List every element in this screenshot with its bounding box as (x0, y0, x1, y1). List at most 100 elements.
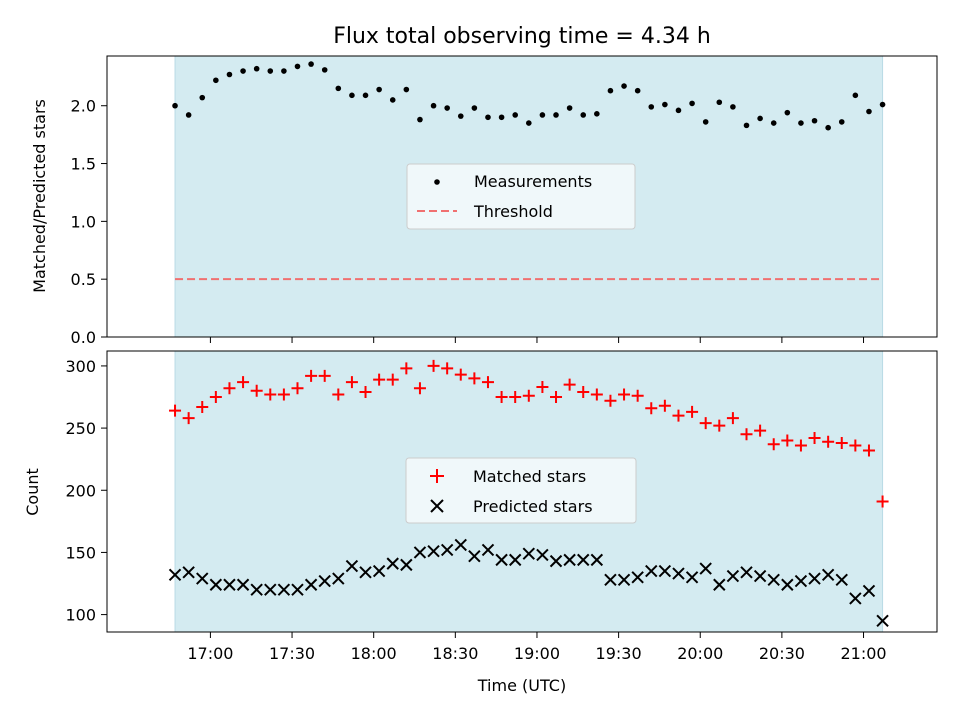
x-tick-label: 17:00 (187, 644, 233, 663)
matched-point (441, 362, 454, 375)
legend-label-measurements: Measurements (474, 172, 592, 191)
x-tick-label: 18:30 (432, 644, 478, 663)
matched-point (550, 391, 563, 404)
predicted-point (250, 583, 263, 596)
predicted-point (726, 569, 740, 583)
plot-frame-ratio (106, 55, 938, 338)
matched-point (182, 412, 195, 425)
measurement-point (580, 112, 587, 118)
measurement-point (566, 105, 573, 111)
predicted-point (699, 562, 712, 575)
predicted-point (876, 614, 889, 628)
measurement-point (798, 120, 804, 126)
legend-box-count (405, 457, 637, 524)
predicted-point (862, 584, 876, 598)
legend-marker-matched (430, 469, 444, 483)
matched-point (345, 376, 358, 389)
matched-point (658, 399, 671, 412)
measurement-point (662, 101, 668, 108)
matched-point (577, 386, 590, 399)
measurement-point (199, 94, 206, 101)
matched-point (196, 400, 209, 413)
matched-point (876, 495, 889, 508)
predicted-point (508, 553, 522, 567)
measurement-point (417, 116, 423, 123)
matched-point (686, 405, 699, 418)
matched-point (509, 391, 522, 404)
matched-point (808, 432, 821, 445)
y-tick-label: 1.0 (71, 212, 96, 231)
matched-point (522, 389, 535, 402)
predicted-point (264, 583, 277, 596)
y-tick-label: 250 (65, 419, 96, 438)
y-tick-label: 0.0 (71, 328, 96, 347)
ticks-count: 17:00 17:30 18:00 18:30 19:00 19:30 20:00 20:30… (65, 357, 886, 663)
legend-box-ratio (406, 163, 636, 230)
predicted-point (196, 572, 209, 585)
predicted-point (223, 578, 236, 591)
y-axis-label-ratio: Matched/Predicted stars (30, 99, 49, 293)
y-tick-label: 100 (65, 606, 96, 625)
measurement-point (634, 87, 641, 94)
measurement-point (253, 65, 260, 72)
legend-ratio: Measurements Threshold (406, 163, 636, 230)
predicted-point (454, 538, 467, 552)
legend-marker-predicted (430, 499, 444, 513)
measurement-point (430, 102, 437, 109)
predicted-point (672, 567, 685, 580)
matched-point (536, 381, 549, 394)
measurement-point (485, 114, 491, 121)
measurement-point (648, 104, 655, 110)
matched-point (726, 412, 739, 425)
predicted-point (182, 566, 195, 579)
measurement-point (539, 112, 546, 118)
matched-point (400, 362, 413, 375)
measurement-point (471, 105, 478, 111)
predicted-point (318, 574, 331, 588)
matched-point (618, 388, 631, 401)
predicted-point (522, 547, 536, 560)
matched-point (645, 402, 658, 415)
matched-point (481, 376, 494, 389)
measurement-point (294, 63, 301, 70)
matched-point (781, 434, 794, 447)
matched-point (849, 439, 862, 452)
predicted-point (617, 573, 631, 586)
predicted-point (386, 557, 399, 570)
measurement-point (512, 112, 518, 118)
measurement-point (526, 120, 532, 126)
predicted-point (400, 558, 413, 572)
matched-point (318, 369, 331, 382)
predicted-point (304, 578, 318, 591)
matched-point (169, 404, 182, 417)
predicted-point (291, 583, 304, 596)
measurement-point (240, 68, 246, 74)
predicted-point (740, 566, 753, 579)
measurement-point (743, 122, 750, 129)
y-tick-label: 0.5 (71, 270, 96, 289)
plot-frame-count (106, 350, 938, 633)
legend-label-predicted: Predicted stars (473, 497, 593, 516)
measurement-point (335, 85, 342, 92)
matched-point (835, 437, 848, 450)
chart-title: Flux total observing time = 4.34 h (333, 24, 711, 49)
y-axis-label-count: Count (23, 468, 42, 516)
predicted-point (481, 543, 495, 557)
matched-point (223, 382, 236, 395)
measurement-point (213, 77, 219, 84)
measurement-point (716, 99, 723, 106)
predicted-point (767, 573, 780, 586)
panel-count: 17:00 17:30 18:00 18:30 19:00 19:30 20:00 20:30… (23, 350, 938, 695)
measurement-point (730, 104, 736, 110)
x-tick-label: 20:30 (759, 644, 805, 663)
matched-point (386, 373, 399, 386)
predicted-point (563, 553, 576, 567)
measurement-point (267, 68, 274, 74)
measurement-point (362, 92, 369, 99)
matched-point (495, 391, 508, 404)
matched-point (699, 417, 712, 430)
predicted-point (781, 578, 794, 591)
measurement-point (444, 105, 450, 111)
predicted-point (713, 578, 726, 591)
